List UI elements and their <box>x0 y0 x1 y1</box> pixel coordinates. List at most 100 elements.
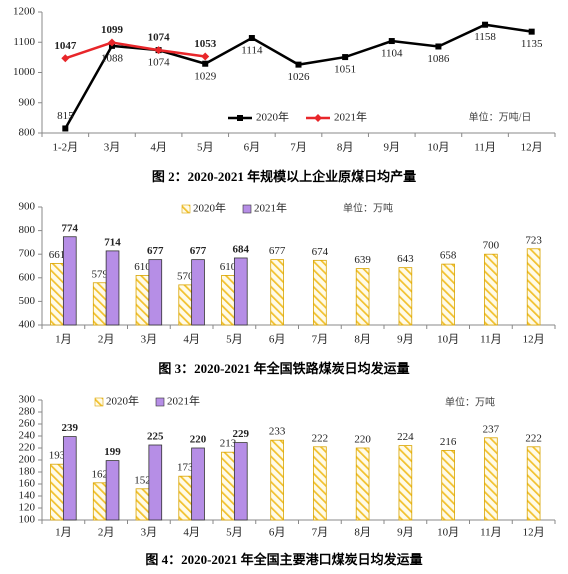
point <box>342 54 349 61</box>
value-label: 193 <box>49 450 66 462</box>
value-label: 677 <box>147 245 164 257</box>
y-tick-label: 1000 <box>13 66 36 78</box>
legend-swatch <box>94 397 104 407</box>
x-tick-label: 6月 <box>244 142 261 154</box>
y-tick-label: 160 <box>19 478 36 490</box>
value-label: 1099 <box>101 24 124 36</box>
value-label: 1029 <box>194 70 217 82</box>
point <box>107 38 116 47</box>
bar <box>135 488 150 521</box>
bar <box>191 447 205 521</box>
value-label: 162 <box>91 468 108 480</box>
x-tick-label: 2月 <box>98 527 115 539</box>
value-label: 1053 <box>194 38 217 50</box>
point <box>528 28 535 35</box>
x-tick-label: 5月 <box>197 142 214 154</box>
x-tick-label: 7月 <box>290 142 307 154</box>
x-tick-label: 10月 <box>437 527 459 539</box>
x-tick-label: 9月 <box>397 334 414 346</box>
bar <box>484 253 498 326</box>
bar <box>398 267 413 326</box>
x-tick-label: 11月 <box>480 527 502 539</box>
legend-label: 2021年 <box>167 394 200 408</box>
x-tick-label: 7月 <box>312 334 329 346</box>
y-tick-label: 500 <box>19 295 36 307</box>
value-label: 1158 <box>474 31 496 43</box>
legend-swatch <box>181 204 191 214</box>
y-tick-label: 400 <box>19 319 36 331</box>
value-label: 714 <box>104 236 121 248</box>
x-tick-label: 6月 <box>269 527 286 539</box>
value-label: 1135 <box>521 38 543 50</box>
value-label: 610 <box>134 261 151 273</box>
value-label: 677 <box>190 245 207 257</box>
y-tick-label: 1200 <box>13 6 36 18</box>
value-label: 639 <box>354 254 371 266</box>
series-line <box>64 41 206 60</box>
x-tick-label: 8月 <box>354 527 371 539</box>
value-label: 199 <box>104 446 121 458</box>
bar <box>313 446 327 521</box>
point <box>295 61 302 68</box>
bar <box>355 447 370 521</box>
y-tick-label: 1100 <box>13 36 35 48</box>
y-tick-label: 280 <box>19 406 36 418</box>
point <box>154 46 163 55</box>
value-label: 1114 <box>241 45 263 57</box>
x-tick-label: 1月 <box>55 527 72 539</box>
value-label: 225 <box>147 431 164 443</box>
bar <box>270 439 284 521</box>
value-label: 815 <box>57 110 74 122</box>
y-tick-label: 200 <box>19 454 36 466</box>
bar <box>50 463 64 521</box>
y-tick-label: 140 <box>19 490 36 502</box>
y-tick-label: 240 <box>19 430 36 442</box>
x-tick-label: 3月 <box>141 334 158 346</box>
bar <box>221 275 235 326</box>
unit-label: 单位：万吨/日 <box>469 110 532 123</box>
x-tick-label: 11月 <box>480 334 502 346</box>
bar <box>135 275 150 326</box>
chart-title: 图 3：2020-2021 年全国铁路煤炭日均发运量 <box>158 361 409 376</box>
x-tick-label: 7月 <box>312 527 329 539</box>
value-label: 222 <box>312 432 329 444</box>
bar <box>148 259 163 326</box>
legend-label: 2020年 <box>256 110 289 124</box>
x-tick-label: 4月 <box>183 527 200 539</box>
value-label: 1026 <box>288 71 311 83</box>
bar <box>105 460 120 521</box>
x-tick-label: 4月 <box>150 142 167 154</box>
x-tick-label: 11月 <box>474 142 496 154</box>
legend-label: 2020年 <box>193 201 226 215</box>
bar <box>92 282 107 326</box>
chart-title: 图 4：2020-2021 年全国主要港口煤炭日均发运量 <box>145 552 422 567</box>
unit-label: 单位：万吨 <box>445 395 495 408</box>
y-tick-label: 900 <box>19 96 36 108</box>
legend-swatch <box>242 204 252 214</box>
value-label: 216 <box>440 436 457 448</box>
y-tick-label: 180 <box>19 466 36 478</box>
y-tick-label: 260 <box>19 418 36 430</box>
legend-marker <box>314 114 322 122</box>
value-label: 570 <box>177 270 194 282</box>
x-tick-label: 3月 <box>104 142 121 154</box>
x-tick-label: 8月 <box>337 142 354 154</box>
bar <box>398 445 413 521</box>
x-tick-label: 5月 <box>226 334 243 346</box>
value-label: 661 <box>49 249 66 261</box>
x-tick-label: 9月 <box>397 527 414 539</box>
value-label: 1086 <box>427 53 450 65</box>
y-tick-label: 100 <box>19 514 36 526</box>
x-tick-label: 12月 <box>523 527 545 539</box>
bar <box>441 263 455 326</box>
value-label: 674 <box>312 246 329 258</box>
value-label: 233 <box>269 426 286 438</box>
bar <box>484 437 498 521</box>
y-tick-label: 800 <box>19 127 36 139</box>
bar <box>92 482 107 521</box>
value-label: 213 <box>220 438 237 450</box>
legend-label: 2020年 <box>106 394 139 408</box>
value-label: 774 <box>62 222 79 234</box>
